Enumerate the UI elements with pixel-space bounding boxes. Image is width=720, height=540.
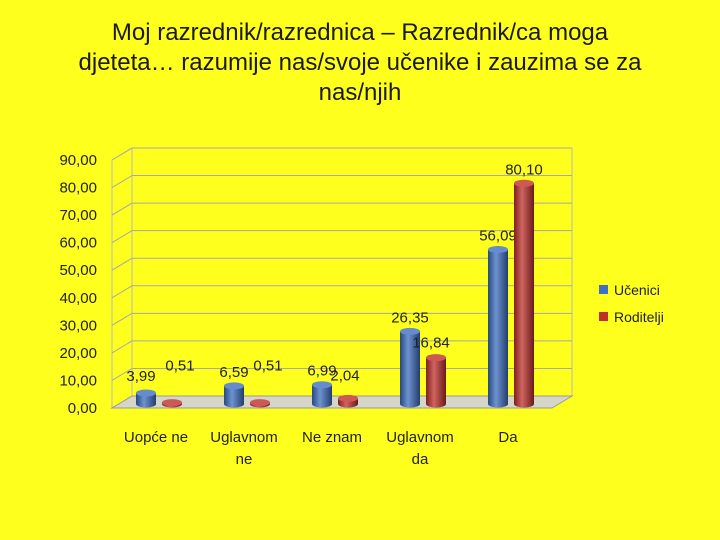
gridline (111, 285, 572, 299)
chart-title: Moj razrednik/razrednica – Razrednik/ca … (40, 18, 680, 108)
title-line-2: djeteta… razumije nas/svoje učenike i za… (78, 49, 642, 76)
bar-body (426, 357, 446, 408)
gridline (111, 367, 572, 381)
category-label: Uopće ne (124, 429, 188, 446)
category-label: ne (236, 451, 253, 468)
category-label: da (412, 451, 429, 468)
gridline (111, 312, 572, 326)
category-label: Da (498, 429, 518, 446)
gridline (111, 340, 572, 354)
category-label: Uglavnom (210, 429, 278, 446)
bar-1-3 (426, 354, 446, 408)
bar-cap (162, 399, 182, 407)
bar-1-0 (162, 399, 182, 408)
y-tick-label: 90,00 (59, 152, 97, 169)
y-tick-label: 40,00 (59, 290, 97, 307)
legend-swatch (599, 285, 608, 294)
bar-0-0 (136, 389, 156, 408)
data-label: 26,35 (391, 309, 429, 326)
bar-body (224, 385, 244, 408)
data-label: 16,84 (412, 335, 450, 352)
bar-1-4 (514, 179, 534, 408)
data-label: 6,99 (307, 363, 336, 380)
bar-cap (514, 179, 534, 187)
title-line-3: nas/njih (318, 79, 402, 106)
data-label: 0,51 (253, 358, 282, 375)
bar-body (136, 393, 156, 408)
bar-body (400, 331, 420, 408)
data-label: 56,09 (479, 227, 517, 244)
data-label: 0,51 (165, 358, 194, 375)
y-tick-label: 80,00 (59, 180, 97, 197)
bar-body (488, 249, 508, 408)
y-tick-label: 70,00 (59, 207, 97, 224)
bar-cap (136, 389, 156, 397)
gridline (111, 230, 572, 244)
bar-0-1 (224, 382, 244, 408)
legend-label: Roditelji (614, 309, 664, 325)
bar-1-2 (338, 394, 358, 408)
y-tick-label: 30,00 (59, 317, 97, 334)
bar-cap (488, 245, 508, 253)
bar-0-2 (312, 381, 332, 408)
gridline (111, 147, 572, 161)
legend-swatch (599, 312, 608, 321)
bar-cap (224, 382, 244, 390)
bar-0-4 (488, 245, 508, 408)
bar-cap (338, 394, 358, 402)
y-tick-label: 60,00 (59, 235, 97, 252)
y-tick-label: 0,00 (68, 400, 97, 417)
y-tick-label: 50,00 (59, 262, 97, 279)
category-label: Uglavnom (386, 429, 454, 446)
gridline (111, 257, 572, 271)
bar-cap (312, 381, 332, 389)
data-label: 80,10 (505, 161, 543, 178)
gridline (111, 175, 572, 188)
bar-cap (426, 354, 446, 362)
data-label: 3,99 (126, 368, 155, 385)
data-label: 6,59 (219, 364, 248, 381)
bar-body (514, 183, 534, 408)
bar-body (312, 384, 332, 408)
category-label: Ne znam (302, 429, 362, 446)
y-tick-label: 20,00 (59, 345, 97, 362)
bar-0-3 (400, 327, 420, 408)
bar-cap (250, 399, 270, 407)
bar-cap (400, 327, 420, 335)
gridline (111, 202, 572, 216)
legend-label: Učenici (614, 282, 660, 298)
y-tick-label: 10,00 (59, 372, 97, 389)
bar-1-1 (250, 399, 270, 408)
title-line-1: Moj razrednik/razrednica – Razrednik/ca … (111, 19, 609, 46)
data-label: 2,04 (330, 367, 359, 384)
